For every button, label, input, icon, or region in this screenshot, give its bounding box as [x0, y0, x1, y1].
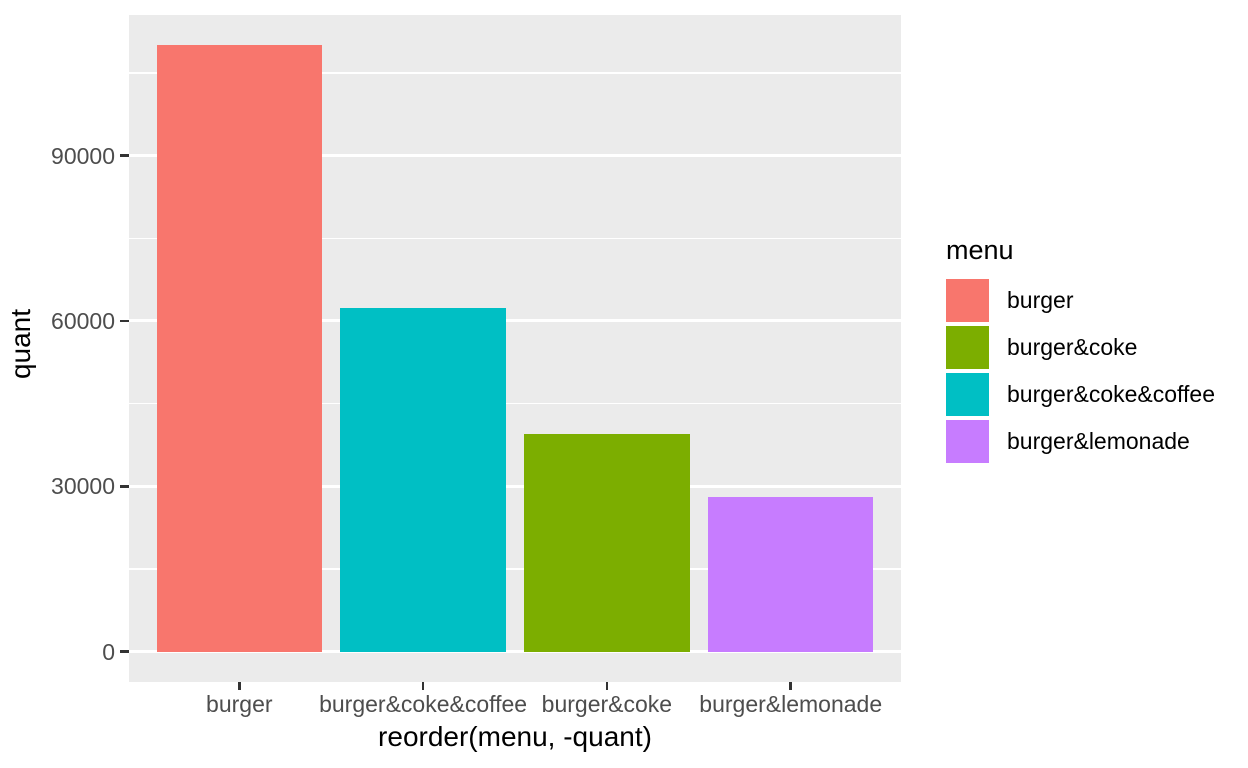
bar-burgerandcokeandcoffee — [340, 308, 506, 652]
x-axis-title: reorder(menu, -quant) — [378, 721, 652, 752]
y-gridline-major — [129, 154, 901, 158]
y-gridline-major — [129, 319, 901, 323]
y-tick-mark — [120, 650, 129, 653]
y-gridline-major — [129, 650, 901, 654]
legend-label: burger&lemonade — [1007, 428, 1190, 454]
legend-label: burger&coke — [1007, 334, 1138, 360]
y-axis-title: quant — [5, 308, 36, 380]
legend-key-swatch — [946, 373, 989, 416]
y-tick-label: 30000 — [51, 473, 115, 500]
x-tick-label: burger&lemonade — [699, 691, 883, 717]
y-tick-label: 0 — [102, 638, 115, 665]
y-tick-mark — [120, 154, 129, 157]
legend-label: burger — [1007, 287, 1074, 313]
legend-label: burger&coke&coffee — [1007, 381, 1215, 407]
legend: menu burger burger&coke burger&coke&coffee… — [946, 233, 1215, 467]
y-tick-label: 90000 — [51, 142, 115, 169]
bar-burger — [156, 45, 322, 652]
y-tick-mark — [120, 485, 129, 488]
x-tick-label: burger — [206, 691, 273, 717]
legend-item: burger&coke — [946, 326, 1215, 369]
bar-burgerandlemonade — [708, 497, 874, 652]
legend-title: menu — [946, 235, 1014, 265]
plot-panel — [129, 15, 901, 682]
y-gridline-minor — [129, 237, 901, 239]
legend-key-swatch — [946, 279, 989, 322]
x-tick-mark — [421, 682, 425, 690]
legend-item: burger&coke&coffee — [946, 373, 1215, 416]
legend-item: burger&lemonade — [946, 420, 1215, 463]
x-tick-label: burger&coke — [541, 691, 673, 717]
y-gridline-minor — [129, 402, 901, 405]
legend-items: burger burger&coke burger&coke&coffee burge… — [946, 279, 1215, 463]
x-tick-mark — [605, 682, 609, 690]
x-tick-label: burger&coke&coffee — [319, 691, 528, 717]
legend-key-swatch — [946, 420, 989, 463]
y-gridline-major — [129, 484, 901, 488]
y-tick-label: 60000 — [51, 307, 115, 334]
x-tick-mark — [789, 682, 792, 690]
legend-item: burger — [946, 279, 1215, 322]
y-gridline-minor — [129, 568, 901, 570]
x-tick-mark — [238, 682, 241, 690]
bar-burgerandcoke — [524, 434, 690, 652]
y-gridline-minor — [129, 72, 901, 74]
y-tick-mark — [120, 319, 129, 323]
legend-key-swatch — [946, 326, 989, 369]
